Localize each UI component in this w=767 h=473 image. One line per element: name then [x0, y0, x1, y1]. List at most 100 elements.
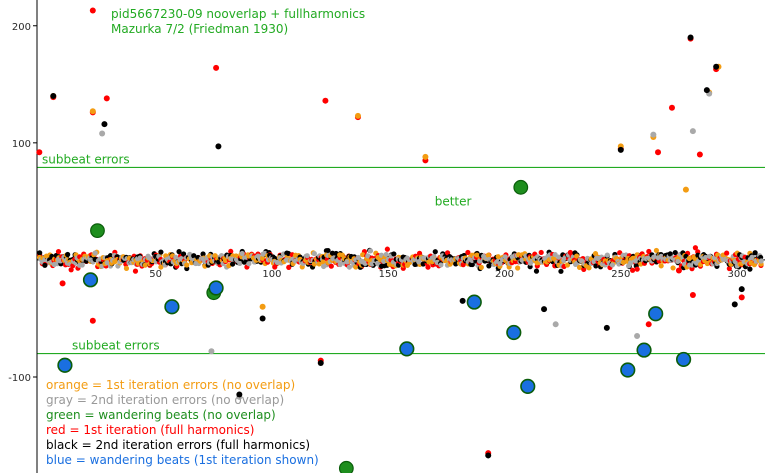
cluster-point	[726, 265, 732, 272]
cluster-point	[184, 262, 190, 268]
cluster-point	[465, 249, 471, 256]
cluster-point	[758, 258, 764, 264]
outliers_black-point	[738, 286, 745, 293]
cluster-point	[495, 254, 501, 260]
cluster-point	[68, 267, 74, 273]
x-tick-label: 250	[611, 269, 630, 280]
cluster-point	[239, 250, 245, 257]
outliers_black-point	[317, 359, 324, 366]
blue_wandering-point	[57, 357, 73, 373]
outliers_orange-point	[259, 303, 266, 310]
cluster-point	[173, 254, 179, 260]
cluster-point	[391, 251, 397, 257]
cluster-point	[320, 259, 326, 265]
blue_wandering-point	[648, 306, 664, 322]
green_wandering-point	[338, 460, 354, 473]
cluster-point	[634, 266, 640, 272]
cluster-point	[228, 248, 234, 255]
cluster-point	[515, 265, 521, 271]
cluster-point	[92, 250, 98, 256]
blue_wandering-point	[675, 351, 692, 368]
cluster-point	[344, 259, 350, 265]
cluster-point	[355, 254, 361, 261]
cluster-point	[246, 261, 252, 267]
cluster-point	[200, 251, 206, 257]
cluster-point	[137, 255, 143, 261]
cluster-point	[55, 248, 62, 255]
outliers_black-point	[541, 306, 548, 313]
x-tick-label: 50	[149, 269, 162, 280]
outliers-point	[645, 321, 652, 328]
cluster-point	[692, 245, 699, 251]
cluster-point	[135, 260, 141, 266]
cluster-point	[564, 262, 571, 268]
chart-title-line: Mazurka 7/2 (Friedman 1930)	[111, 22, 288, 36]
y-tick-label: 100	[12, 139, 31, 150]
cluster-point	[383, 251, 389, 258]
outliers-point	[696, 151, 703, 158]
cluster-point	[425, 264, 431, 270]
cluster-point	[576, 264, 583, 270]
cluster-point	[432, 249, 438, 255]
outliers_orange-point	[89, 108, 96, 115]
outliers_black-point	[713, 63, 720, 70]
data-points	[36, 7, 745, 473]
outliers-point	[738, 294, 745, 301]
cluster-point	[65, 251, 71, 258]
blue_wandering-point	[506, 324, 522, 341]
outliers_black-point	[236, 391, 243, 398]
cluster-point	[360, 252, 366, 258]
cluster-point	[180, 251, 187, 257]
x-tick-label: 200	[495, 269, 514, 280]
dense-point-cluster	[36, 245, 764, 274]
cluster-point	[176, 249, 182, 255]
outliers-point	[103, 95, 110, 102]
outliers_black-point	[617, 146, 624, 153]
cluster-point	[581, 266, 587, 273]
legend-entry: green = wandering beats (no overlap)	[46, 408, 276, 422]
cluster-point	[538, 249, 544, 256]
cluster-point	[556, 254, 562, 260]
outliers_black-point	[50, 93, 57, 100]
cluster-point	[558, 268, 564, 274]
x-tick-label: 150	[379, 269, 398, 280]
better-annotation: better	[435, 194, 472, 208]
cluster-point	[667, 251, 673, 257]
outliers_black-point	[687, 34, 694, 41]
blue_wandering-point	[208, 280, 224, 296]
cluster-point	[629, 267, 636, 273]
cluster-point	[104, 260, 110, 266]
cluster-point	[646, 248, 652, 255]
cluster-point	[592, 250, 599, 257]
legend-entry: gray = 2nd iteration errors (no overlap)	[46, 393, 285, 407]
cluster-point	[675, 258, 681, 265]
outliers_gray-point	[689, 128, 696, 135]
cluster-point	[609, 262, 616, 268]
cluster-point	[670, 265, 676, 271]
cluster-point	[533, 268, 540, 274]
cluster-point	[260, 255, 266, 261]
blue_wandering-point	[466, 294, 482, 310]
x-tick-label: 100	[262, 269, 281, 280]
outliers_black-point	[485, 452, 492, 459]
outliers_black-point	[101, 121, 108, 128]
outliers-point	[59, 280, 66, 287]
outliers_black-point	[731, 301, 738, 308]
x-tick-label: 300	[728, 269, 747, 280]
cluster-point	[497, 261, 503, 267]
cluster-point	[158, 249, 164, 255]
cluster-point	[311, 250, 317, 257]
y-tick-label: 200	[12, 22, 31, 33]
outliers-point	[213, 64, 220, 71]
legend-entry: orange = 1st iteration errors (no overla…	[46, 378, 296, 392]
outliers_black-point	[703, 87, 710, 94]
cluster-point	[469, 261, 475, 268]
cluster-point	[346, 264, 352, 270]
cluster-point	[747, 266, 753, 272]
outliers-point	[36, 149, 43, 156]
legend-entry: red = 1st iteration (full harmonics)	[46, 423, 255, 437]
cluster-point	[316, 261, 322, 267]
cluster-point	[237, 260, 243, 267]
threshold-label: subbeat errors	[42, 152, 130, 166]
outliers_orange-point	[422, 153, 429, 160]
